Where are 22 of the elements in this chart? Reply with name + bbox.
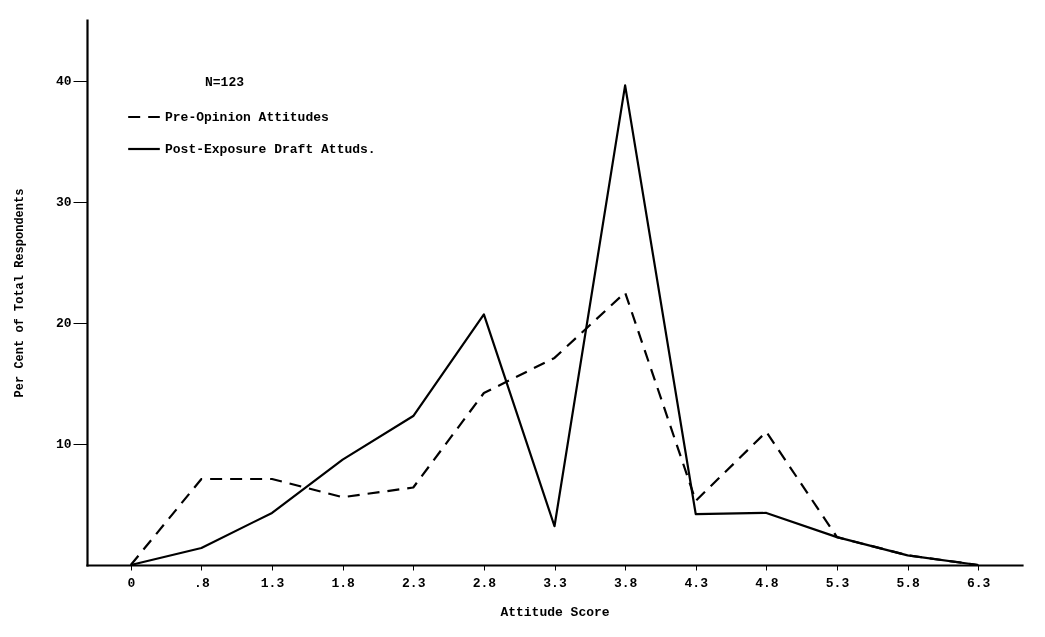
- x-tick-label: 3.3: [543, 575, 567, 591]
- x-tick-label: 1.8: [331, 575, 356, 591]
- y-tick-label: 30: [55, 195, 72, 211]
- x-tick-label: 5.3: [825, 575, 850, 591]
- y-tick-label: 40: [55, 74, 72, 90]
- annotation: N=123: [205, 75, 245, 90]
- x-tick-label: 6.3: [967, 575, 991, 591]
- legend-label: Post-Exposure Draft Attuds.: [165, 142, 376, 157]
- x-tick-label: 5.8: [896, 575, 920, 591]
- x-tick-label: 4.8: [755, 575, 779, 591]
- y-tick-label: 20: [55, 316, 72, 332]
- x-tick-label: 3.8: [613, 575, 638, 591]
- y-tick-label: 10: [55, 437, 72, 453]
- y-axis-title: Per Cent of Total Respondents: [12, 188, 27, 398]
- x-tick-label: 2.8: [472, 575, 497, 591]
- x-tick-label: .8: [194, 575, 210, 591]
- x-axis-title: Attitude Score: [500, 604, 610, 620]
- x-tick-label: 4.3: [684, 575, 709, 591]
- x-tick-label: 1.3: [260, 575, 285, 591]
- x-tick-label: 0: [127, 575, 136, 591]
- x-tick-label: 2.3: [402, 575, 426, 591]
- legend-label: Pre-Opinion Attitudes: [165, 110, 330, 125]
